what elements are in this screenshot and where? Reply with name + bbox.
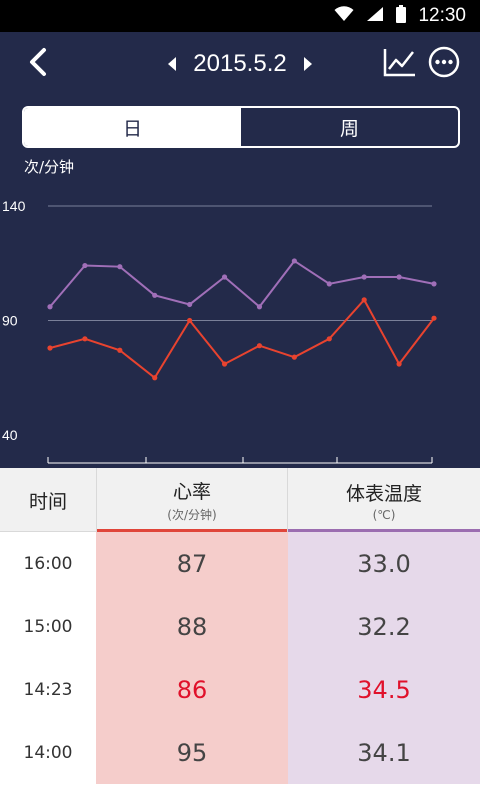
next-date-icon [303, 57, 312, 71]
data-point [361, 274, 367, 280]
status-icons: 12:30 [334, 0, 466, 32]
data-point [82, 336, 88, 342]
signal-icon [366, 6, 384, 26]
data-point [431, 315, 437, 321]
date-navigator: 2015.5.2 [150, 46, 330, 82]
table-row[interactable]: 16:00 87 33.0 [0, 532, 480, 595]
prev-date-icon [168, 57, 177, 71]
cell-temperature: 32.2 [288, 595, 480, 658]
hr-accent-bar [97, 529, 287, 533]
cell-heart-rate: 87 [96, 532, 288, 595]
table-row[interactable]: 14:23 86 34.5 [0, 658, 480, 721]
data-point [187, 317, 193, 324]
cell-heart-rate: 86 [96, 658, 288, 721]
data-point [326, 336, 332, 342]
line-chart-icon [383, 47, 417, 81]
data-point [396, 274, 402, 280]
header-temp-unit: (℃) [372, 507, 396, 522]
battery-icon [396, 5, 407, 27]
header-temp-label: 体表温度 [345, 482, 422, 505]
status-bar: 12:30 [0, 0, 480, 32]
data-point [256, 304, 263, 310]
y-tick-label: 40 [2, 427, 18, 443]
temp-accent-bar [288, 529, 480, 533]
tab-week[interactable]: 周 [339, 117, 359, 140]
data-point [187, 301, 193, 308]
line-chart-button[interactable] [382, 46, 418, 82]
data-point [256, 343, 263, 349]
data-table: 时间 心率 (次/分钟) 体表温度 (℃) 16:00 87 33.0 15:0… [0, 468, 480, 800]
next-date-button[interactable] [299, 46, 317, 82]
cell-time: 16:00 [0, 532, 96, 595]
series-line [49, 259, 435, 309]
tab-day[interactable]: 日 [24, 108, 241, 146]
table-header: 时间 心率 (次/分钟) 体表温度 (℃) [0, 468, 480, 533]
cell-time: 15:00 [0, 595, 96, 658]
data-point [117, 264, 123, 270]
wifi-icon [334, 6, 354, 26]
data-point [221, 274, 228, 280]
data-point [396, 361, 402, 367]
data-point [117, 347, 123, 353]
back-icon [28, 47, 48, 81]
data-point [291, 354, 297, 360]
data-point [82, 262, 88, 269]
data-point [291, 258, 297, 264]
chart-panel: 2015.5.2 日 周 次/分钟 140904000:0012:0012:00… [0, 32, 480, 468]
cell-heart-rate: 95 [96, 721, 288, 784]
data-point [326, 281, 332, 287]
y-tick-label: 140 [2, 198, 26, 214]
header-time: 时间 [0, 468, 96, 532]
cell-temperature: 34.1 [288, 721, 480, 784]
data-point [152, 375, 158, 381]
cell-temperature: 33.0 [288, 532, 480, 595]
current-date: 2015.5.2 [193, 50, 287, 77]
prev-date-button[interactable] [163, 46, 181, 82]
heart-rate-chart: 140904000:0012:0012:0012:0023:59 [2, 198, 437, 464]
series-line [49, 298, 435, 380]
header-temperature: 体表温度 (℃) [288, 468, 480, 533]
more-icon [428, 46, 460, 82]
cell-heart-rate: 88 [96, 595, 288, 658]
back-button[interactable] [20, 46, 56, 82]
header-hr-unit: (次/分钟) [167, 508, 217, 522]
table-row[interactable]: 14:00 95 34.1 [0, 721, 480, 784]
period-toggle: 日 周 [22, 106, 460, 148]
header-heart-rate: 心率 (次/分钟) [96, 468, 288, 533]
header-hr-label: 心率 [172, 481, 211, 503]
more-button[interactable] [426, 46, 462, 82]
status-time: 12:30 [418, 5, 466, 26]
data-point [47, 304, 53, 310]
y-tick-label: 90 [2, 313, 18, 329]
header-time-label: 时间 [28, 490, 67, 513]
cell-temperature: 34.5 [288, 658, 480, 721]
cell-time: 14:00 [0, 721, 96, 784]
cell-time: 14:23 [0, 658, 96, 721]
data-point [152, 292, 158, 298]
chart-unit-label: 次/分钟 [24, 158, 75, 176]
data-point [47, 345, 53, 351]
data-point [221, 361, 228, 367]
data-point [431, 281, 437, 287]
table-row[interactable]: 15:00 88 32.2 [0, 595, 480, 658]
data-point [361, 297, 367, 303]
